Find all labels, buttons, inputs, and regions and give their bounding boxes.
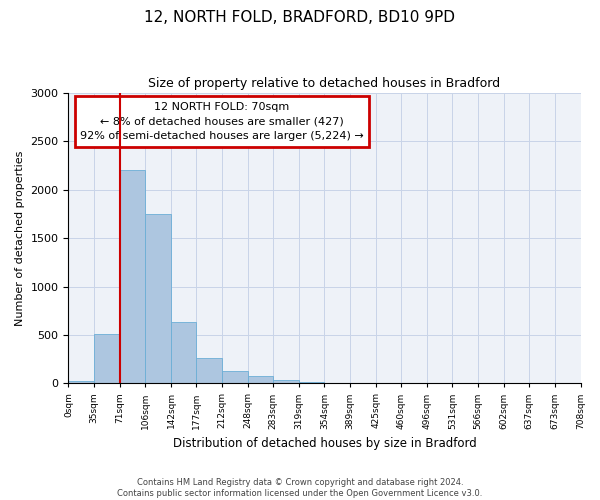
Title: Size of property relative to detached houses in Bradford: Size of property relative to detached ho… [148, 78, 500, 90]
Text: 12, NORTH FOLD, BRADFORD, BD10 9PD: 12, NORTH FOLD, BRADFORD, BD10 9PD [145, 10, 455, 25]
Bar [196, 358, 222, 384]
Y-axis label: Number of detached properties: Number of detached properties [15, 150, 25, 326]
Text: Contains HM Land Registry data © Crown copyright and database right 2024.
Contai: Contains HM Land Registry data © Crown c… [118, 478, 482, 498]
Bar [171, 322, 196, 384]
Bar [120, 170, 145, 384]
Bar [94, 334, 120, 384]
Bar [222, 370, 248, 384]
Bar [145, 214, 171, 384]
Bar [273, 380, 299, 384]
Bar [299, 382, 325, 384]
Text: 12 NORTH FOLD: 70sqm
← 8% of detached houses are smaller (427)
92% of semi-detac: 12 NORTH FOLD: 70sqm ← 8% of detached ho… [80, 102, 364, 142]
Bar [248, 376, 273, 384]
Bar [68, 381, 94, 384]
X-axis label: Distribution of detached houses by size in Bradford: Distribution of detached houses by size … [173, 437, 476, 450]
